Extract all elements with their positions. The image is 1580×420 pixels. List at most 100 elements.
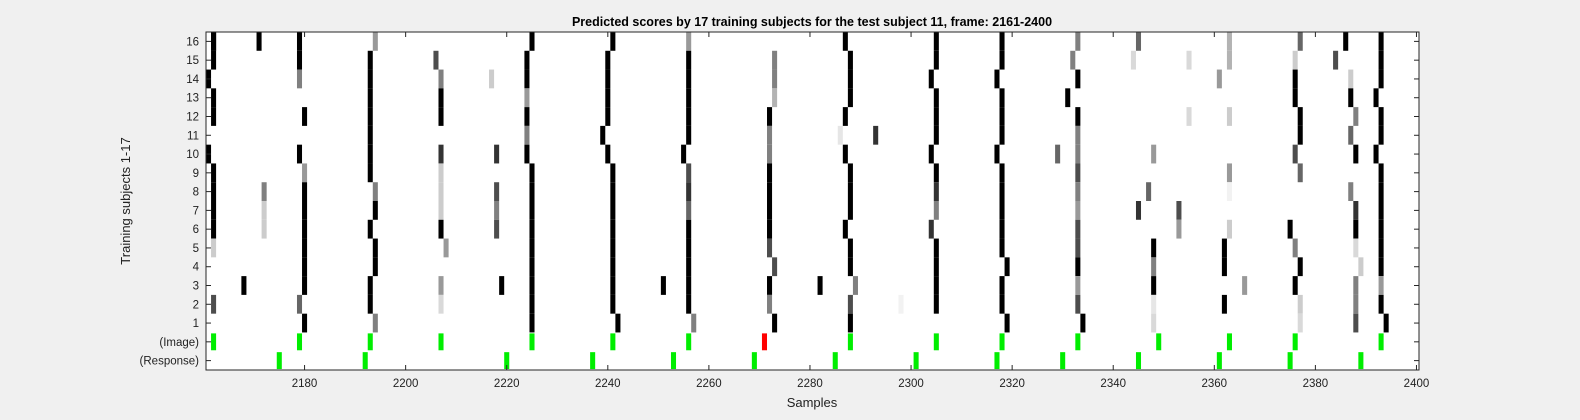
score-cell-subject-1-6 (847, 313, 853, 333)
score-cell-subject-2-1 (296, 294, 303, 314)
score-cell-subject-16-6 (610, 32, 616, 51)
y-tick-label-8: 8 (193, 187, 199, 199)
score-cell-subject-2-17 (1378, 294, 1384, 314)
y-tick-label-0: 16 (186, 36, 199, 48)
score-cell-subject-10-6 (605, 144, 611, 164)
score-cell-subject-1-11 (1353, 313, 1359, 333)
score-cell-subject-11-0 (367, 125, 373, 145)
score-cell-subject-5-9 (933, 238, 939, 258)
score-cell-subject-13-6 (772, 88, 778, 108)
score-cell-subject-12-0 (211, 107, 217, 126)
image-marker-1 (296, 333, 303, 351)
x-tick-label-2260: 2260 (696, 378, 722, 390)
score-cell-subject-8-3 (372, 182, 378, 201)
image-marker-9 (999, 333, 1005, 351)
y-tick-label-15: 1 (193, 318, 199, 330)
score-cell-subject-8-9 (767, 182, 773, 201)
score-cell-subject-6-13 (1075, 219, 1081, 239)
score-cell-subject-1-5 (772, 313, 778, 333)
score-cell-subject-3-16 (1242, 276, 1248, 295)
score-cell-subject-9-5 (610, 163, 616, 183)
score-cell-subject-9-12 (1226, 163, 1232, 183)
score-cell-subject-11-8 (999, 125, 1005, 145)
score-cell-subject-15-16 (1333, 50, 1339, 70)
score-cell-subject-3-18 (1353, 276, 1359, 295)
score-cell-subject-2-0 (211, 294, 217, 314)
score-cell-subject-5-11 (1075, 238, 1081, 258)
score-cell-subject-4-0 (302, 257, 308, 277)
y-tick-label-16: (Image) (159, 337, 199, 349)
x-tick-label-2200: 2200 (393, 378, 419, 390)
score-cell-subject-2-14 (1221, 294, 1227, 314)
x-tick-label-2220: 2220 (494, 378, 520, 390)
score-cell-subject-7-10 (847, 201, 853, 220)
score-cell-subject-11-10 (1297, 125, 1303, 145)
response-marker-1 (362, 352, 368, 370)
y-tick-label-6: 10 (186, 149, 199, 161)
score-cell-subject-6-12 (999, 219, 1005, 239)
score-cell-subject-6-4 (438, 219, 444, 239)
score-cell-subject-11-11 (1348, 125, 1354, 145)
score-cell-subject-15-3 (433, 50, 439, 70)
y-tick-label-9: 7 (193, 205, 199, 217)
score-cell-subject-5-12 (1151, 238, 1157, 258)
score-cell-subject-9-11 (1075, 163, 1081, 183)
score-cell-subject-15-5 (605, 50, 611, 70)
plot-area (206, 32, 1419, 370)
score-cell-subject-9-13 (1297, 163, 1303, 183)
score-cell-subject-11-1 (524, 125, 530, 145)
image-marker-0 (211, 333, 217, 351)
x-tick-label-2320: 2320 (999, 378, 1025, 390)
score-cell-subject-10-7 (681, 144, 687, 164)
score-cell-subject-5-3 (443, 238, 449, 258)
x-tick-label-2360: 2360 (1202, 378, 1228, 390)
score-cell-subject-7-1 (261, 201, 267, 220)
score-cell-subject-5-1 (302, 238, 308, 258)
score-cell-subject-16-16 (1378, 32, 1384, 51)
score-cell-subject-9-8 (847, 163, 853, 183)
score-cell-subject-14-8 (772, 69, 778, 89)
score-cell-subject-2-6 (686, 294, 692, 314)
score-cell-subject-16-2 (256, 32, 262, 51)
score-cell-subject-11-12 (1378, 125, 1384, 145)
score-cell-subject-9-4 (529, 163, 535, 183)
score-cell-subject-7-7 (610, 201, 616, 220)
score-cell-subject-12-12 (1186, 107, 1192, 126)
score-cell-subject-16-4 (372, 32, 378, 51)
score-cell-subject-10-17 (1373, 144, 1379, 164)
score-cell-subject-5-4 (529, 238, 535, 258)
score-cell-subject-2-7 (767, 294, 773, 314)
score-cell-subject-9-6 (686, 163, 692, 183)
score-cell-subject-10-10 (928, 144, 934, 164)
score-cell-subject-6-14 (1176, 219, 1182, 239)
score-cell-subject-2-2 (367, 294, 373, 314)
score-cell-subject-10-11 (994, 144, 1000, 164)
image-marker-2 (367, 333, 373, 351)
score-cell-subject-3-4 (499, 276, 505, 295)
score-cell-subject-3-3 (438, 276, 444, 295)
score-cell-subject-12-9 (933, 107, 939, 126)
error-marker-0 (761, 333, 768, 351)
score-cell-subject-6-5 (494, 219, 500, 239)
score-cell-subject-6-6 (529, 219, 535, 239)
score-cell-subject-8-1 (261, 182, 267, 201)
event-markers (211, 333, 1384, 370)
score-cell-subject-9-1 (302, 163, 308, 183)
score-cell-subject-5-2 (372, 238, 378, 258)
score-cell-subject-4-7 (933, 257, 939, 277)
score-cell-subject-16-12 (1135, 32, 1142, 51)
score-cell-subject-15-15 (1292, 50, 1298, 70)
score-cell-subject-2-5 (610, 294, 616, 314)
score-cell-subject-16-7 (686, 32, 692, 51)
score-cell-subject-16-1 (211, 32, 217, 51)
score-cell-subject-2-16 (1353, 294, 1359, 314)
score-cell-subject-2-12 (1075, 294, 1081, 314)
score-cell-subject-12-1 (302, 107, 308, 126)
score-cell-subject-11-2 (600, 125, 606, 145)
score-cell-subject-3-14 (1075, 276, 1081, 295)
score-cell-subject-1-1 (372, 313, 378, 333)
score-cell-subject-1-0 (302, 313, 308, 333)
y-tick-label-5: 11 (187, 130, 199, 142)
chart-title: Predicted scores by 17 training subjects… (572, 15, 1052, 29)
